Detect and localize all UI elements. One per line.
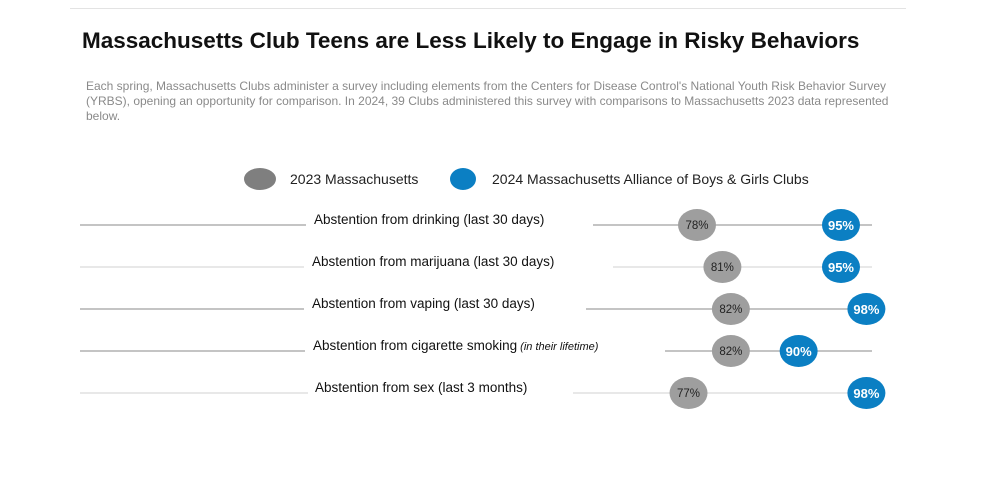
data-label-2023: 77%	[677, 388, 700, 400]
dot-2023	[711, 335, 750, 367]
data-label-2023: 82%	[719, 304, 742, 316]
data-label-2023: 78%	[685, 220, 708, 232]
category-label: Abstention from cigarette smoking (in th…	[313, 338, 599, 353]
category-label: Abstention from vaping (last 30 days)	[312, 296, 535, 311]
dot-2024	[779, 335, 818, 367]
data-label-2024: 90%	[786, 344, 812, 359]
data-label-2024: 98%	[853, 302, 879, 317]
data-label-2023: 82%	[719, 346, 742, 358]
category-note: (in their lifetime)	[517, 341, 599, 353]
chart-title: Massachusetts Club Teens are Less Likely…	[82, 28, 860, 53]
category-label: Abstention from sex (last 3 months)	[315, 380, 527, 395]
legend-marker-2023	[244, 168, 276, 190]
data-label-2024: 98%	[853, 386, 879, 401]
legend-label-2023: 2023 Massachusetts	[290, 171, 418, 187]
data-label-2024: 95%	[828, 260, 854, 275]
dot-2023	[678, 209, 716, 241]
dot-2023	[703, 251, 742, 283]
dot-2024	[847, 377, 886, 409]
chart-subtitle: Each spring, Massachusetts Clubs adminis…	[86, 79, 889, 123]
dot-2023	[711, 293, 750, 325]
category-label: Abstention from drinking (last 30 days)	[314, 212, 544, 227]
legend-marker-2024	[450, 168, 476, 190]
category-label: Abstention from marijuana (last 30 days)	[312, 254, 554, 269]
top-divider	[70, 8, 906, 9]
data-label-2024: 95%	[828, 218, 854, 233]
dot-2024	[821, 251, 860, 283]
dot-2024	[847, 293, 886, 325]
dot-2023	[669, 377, 708, 409]
legend-label-2024: 2024 Massachusetts Alliance of Boys & Gi…	[492, 171, 809, 187]
dot-2024	[821, 209, 860, 241]
data-label-2023: 81%	[711, 262, 734, 274]
